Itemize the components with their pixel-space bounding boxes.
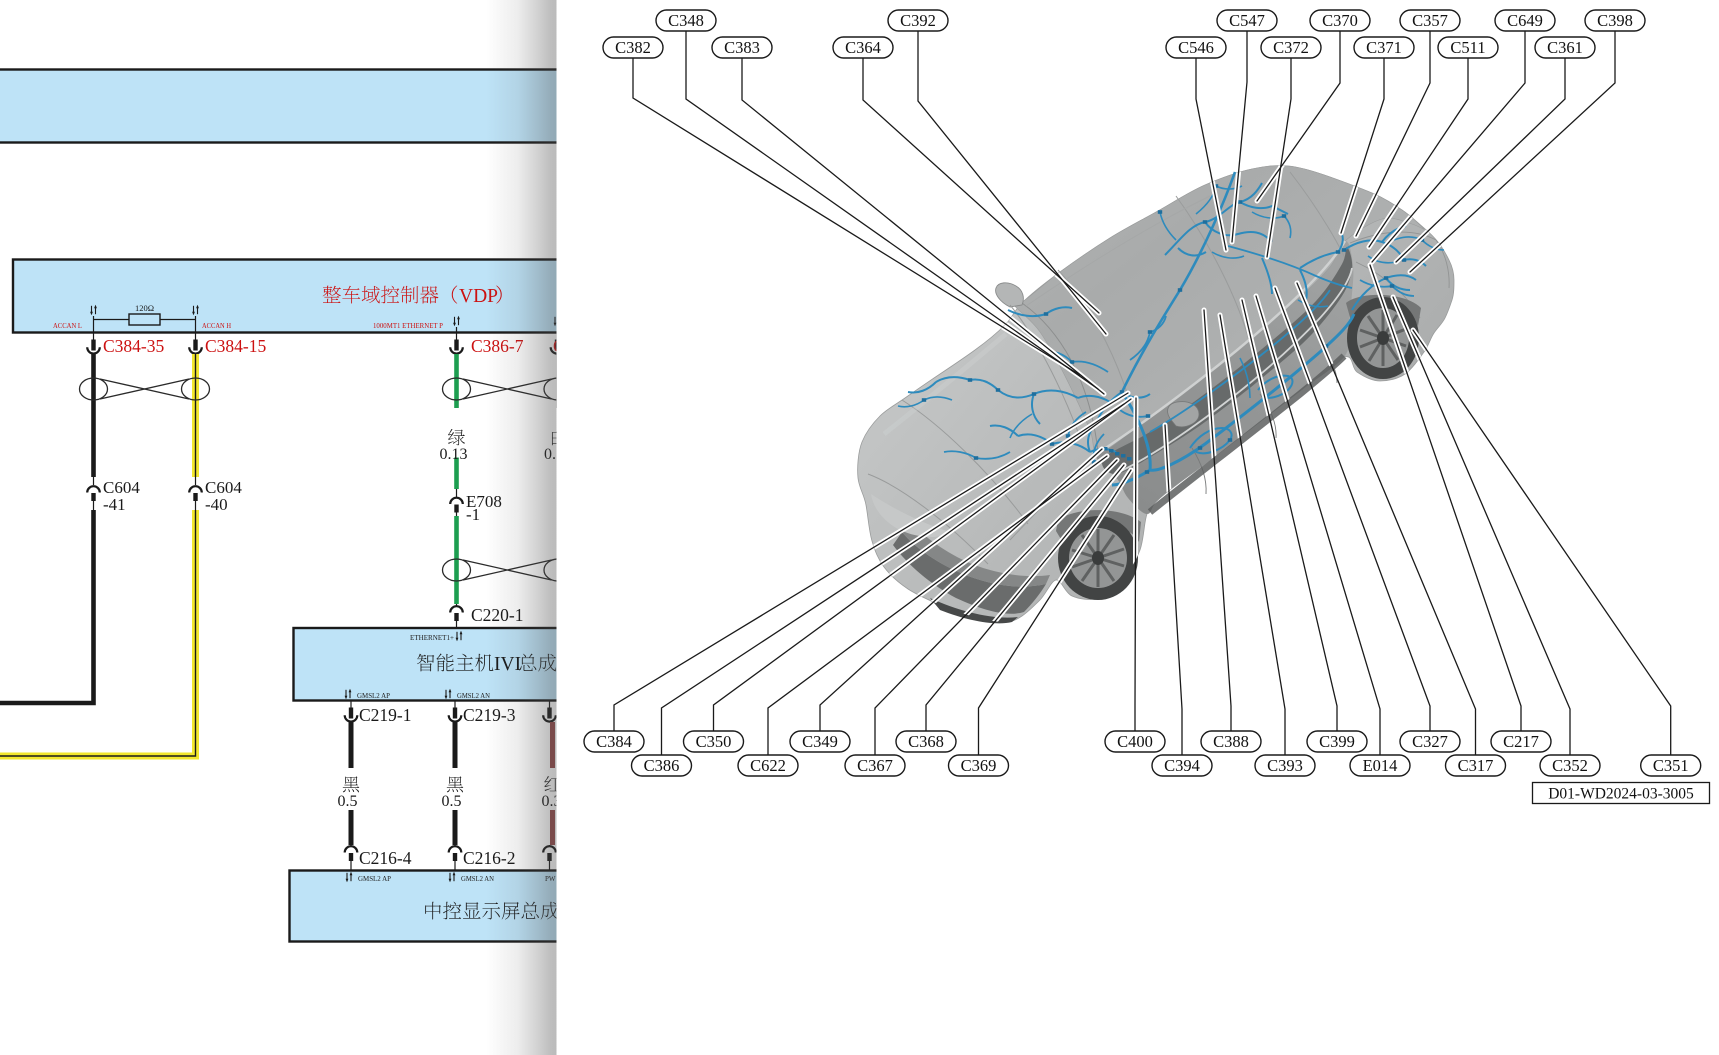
svg-text:GMSL2 AN: GMSL2 AN	[461, 875, 494, 883]
svg-text:120Ω: 120Ω	[135, 303, 154, 313]
svg-text:-41: -41	[103, 495, 126, 514]
svg-text:GMSL2 AP: GMSL2 AP	[357, 692, 390, 700]
svg-text:C351: C351	[1653, 756, 1689, 775]
svg-text:C364: C364	[845, 38, 881, 57]
svg-text:C368: C368	[908, 732, 944, 751]
svg-text:C547: C547	[1229, 11, 1265, 30]
svg-text:C384-15: C384-15	[205, 336, 267, 356]
svg-text:0.5: 0.5	[338, 793, 358, 810]
svg-text:C649: C649	[1507, 11, 1543, 30]
svg-text:C317: C317	[1458, 756, 1494, 775]
svg-text:C350: C350	[696, 732, 732, 751]
svg-text:C348: C348	[668, 11, 704, 30]
svg-text:C511: C511	[1450, 38, 1485, 57]
svg-text:E014: E014	[1363, 756, 1398, 775]
svg-text:1000MT1 ETHERNET P: 1000MT1 ETHERNET P	[373, 322, 443, 330]
svg-text:C393: C393	[1267, 756, 1303, 775]
svg-text:C384: C384	[596, 732, 632, 751]
svg-text:GMSL2 AN: GMSL2 AN	[457, 692, 490, 700]
svg-text:C371: C371	[1366, 38, 1402, 57]
svg-text:ACCAN L: ACCAN L	[53, 322, 82, 330]
svg-text:C369: C369	[961, 756, 997, 775]
svg-text:C216-4: C216-4	[359, 848, 412, 868]
svg-text:C604: C604	[103, 478, 140, 497]
svg-text:C604: C604	[205, 478, 242, 497]
svg-text:C392: C392	[900, 11, 936, 30]
svg-text:ACCAN H: ACCAN H	[202, 322, 231, 330]
svg-text:-1: -1	[466, 505, 480, 524]
svg-text:C367: C367	[857, 756, 893, 775]
svg-text:C546: C546	[1178, 38, 1214, 57]
svg-text:C400: C400	[1117, 732, 1153, 751]
svg-text:ETHERNET1+: ETHERNET1+	[410, 634, 454, 642]
svg-text:C388: C388	[1213, 732, 1249, 751]
svg-text:C384-35: C384-35	[103, 336, 165, 356]
svg-text:C349: C349	[802, 732, 838, 751]
svg-text:C352: C352	[1552, 756, 1588, 775]
svg-text:C622: C622	[750, 756, 786, 775]
svg-text:C217: C217	[1503, 732, 1539, 751]
svg-text:C357: C357	[1412, 11, 1448, 30]
svg-text:C398: C398	[1597, 11, 1633, 30]
svg-text:C370: C370	[1322, 11, 1358, 30]
svg-text:0.13: 0.13	[440, 446, 468, 463]
svg-text:C327: C327	[1412, 732, 1448, 751]
svg-text:C399: C399	[1319, 732, 1355, 751]
svg-text:C372: C372	[1273, 38, 1309, 57]
svg-text:D01-WD2024-03-3005: D01-WD2024-03-3005	[1548, 786, 1694, 803]
svg-text:C394: C394	[1164, 756, 1200, 775]
svg-text:C386: C386	[644, 756, 680, 775]
svg-text:C219-1: C219-1	[359, 705, 412, 725]
svg-text:C383: C383	[724, 38, 760, 57]
svg-text:0.5: 0.5	[442, 793, 462, 810]
svg-text:C382: C382	[615, 38, 651, 57]
svg-text:C361: C361	[1547, 38, 1583, 57]
svg-text:-40: -40	[205, 495, 228, 514]
svg-text:GMSL2 AP: GMSL2 AP	[358, 875, 391, 883]
